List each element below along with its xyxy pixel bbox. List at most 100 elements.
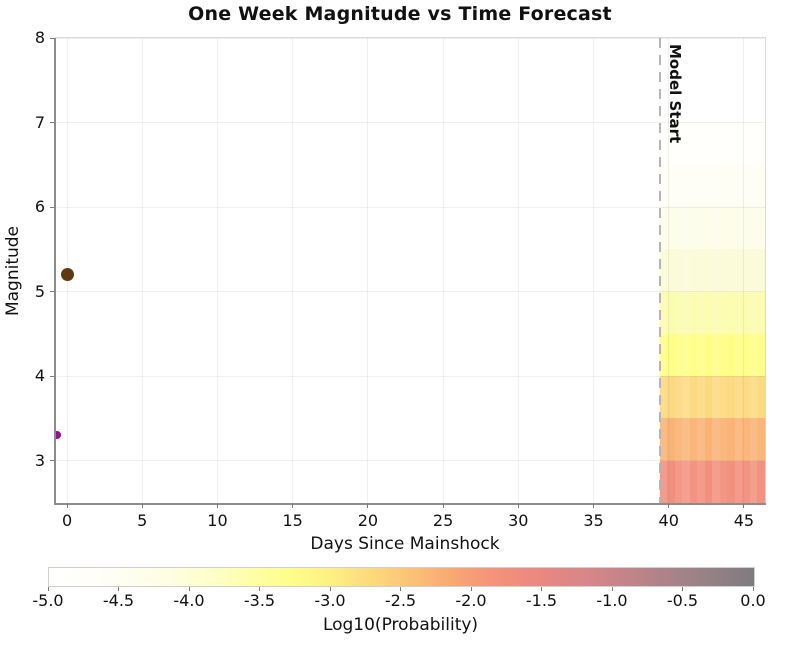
x-tickmark	[517, 504, 519, 508]
x-tickmark	[593, 504, 595, 508]
colorbar	[48, 567, 755, 587]
heatmap-row	[659, 249, 765, 292]
gridline-vertical	[517, 38, 519, 503]
x-tickmark	[743, 504, 745, 508]
x-tickmark	[442, 504, 444, 508]
y-tick-label: 3	[34, 450, 45, 470]
colorbar-tick-label: -0.5	[666, 591, 699, 610]
y-tick-label: 6	[34, 197, 45, 217]
colorbar-tickmark	[611, 587, 613, 591]
colorbar-tick-label: -4.5	[102, 591, 135, 610]
heatmap-column-shade	[749, 38, 758, 503]
heatmap-column-shade	[757, 38, 765, 503]
x-tick-label: 25	[432, 511, 454, 530]
gridline-vertical	[442, 38, 444, 503]
x-tickmark	[367, 504, 369, 508]
heatmap-column-shade	[697, 38, 705, 503]
plot-area	[55, 38, 765, 503]
x-tickmark	[141, 504, 143, 508]
gridline-vertical	[141, 38, 143, 503]
chart-title: One Week Magnitude vs Time Forecast	[188, 3, 612, 25]
colorbar-tick-label: -1.5	[525, 591, 558, 610]
colorbar-tick-label: -1.0	[596, 591, 628, 610]
heatmap-column-shade	[674, 38, 683, 503]
x-tick-label: 30	[508, 511, 529, 530]
heatmap-column-shade	[727, 38, 735, 503]
heatmap-column-shade	[682, 38, 690, 503]
colorbar-tickmark	[752, 587, 754, 591]
y-tickmark	[50, 122, 54, 124]
heatmap-row	[659, 38, 765, 123]
mainshock-dot	[60, 268, 74, 282]
x-tick-label: 40	[658, 511, 679, 530]
y-tick-label: 5	[34, 281, 45, 301]
y-tick-label: 8	[34, 28, 45, 47]
colorbar-tickmark	[470, 587, 472, 591]
heatmap-row	[659, 376, 765, 419]
heatmap-column-shade	[689, 38, 698, 503]
gridline-vertical	[367, 38, 369, 503]
colorbar-tick-label: -5.0	[32, 591, 64, 610]
x-tickmark	[66, 504, 68, 508]
colorbar-tickmark	[118, 587, 119, 591]
colorbar-tick-label: -2.0	[455, 591, 487, 610]
heatmap-column-shade	[712, 38, 720, 503]
x-tickmark	[292, 504, 294, 508]
heatmap-column-shade	[659, 38, 668, 503]
model-start-label: Model Start	[666, 44, 684, 144]
left-spine	[54, 38, 56, 504]
heatmap-column-shade	[734, 38, 743, 503]
x-tickmark	[668, 504, 670, 508]
heatmap-row	[659, 207, 765, 250]
colorbar-tickmark	[259, 587, 260, 591]
heatmap-column-shade	[742, 38, 750, 503]
y-tickmark	[50, 460, 54, 462]
x-tick-label: 10	[207, 511, 228, 530]
colorbar-tick-label: 0.0	[740, 591, 766, 610]
heatmap-row	[659, 164, 765, 208]
gridline-vertical	[292, 38, 294, 503]
heatmap-row	[659, 291, 765, 334]
colorbar-tickmark	[188, 587, 190, 591]
bottom-spine	[54, 503, 766, 505]
forecast-heatmap	[659, 38, 765, 503]
x-tick-label: 0	[61, 511, 73, 530]
y-axis-label: Magnitude	[3, 225, 23, 317]
x-tick-label: 15	[282, 511, 303, 530]
colorbar-tick-label: -4.0	[173, 591, 205, 610]
x-tick-label: 35	[583, 511, 604, 530]
colorbar-tickmark	[541, 587, 542, 591]
y-tickmark	[50, 375, 54, 377]
heatmap-row	[659, 122, 765, 165]
colorbar-tick-label: -3.0	[314, 591, 346, 610]
gridline-vertical	[216, 38, 218, 503]
y-tickmark	[50, 291, 54, 293]
colorbar-tickmark	[329, 587, 331, 591]
model-start-line	[658, 38, 661, 503]
colorbar-tickmark	[682, 587, 683, 591]
x-tickmark	[216, 504, 218, 508]
x-tick-label: 45	[733, 511, 755, 530]
heatmap-column-shade	[719, 38, 728, 503]
right-spine	[765, 38, 766, 503]
colorbar-tickmark	[47, 587, 49, 591]
colorbar-label: Log10(Probability)	[322, 615, 479, 635]
small-event-dot	[55, 431, 61, 440]
heatmap-row	[659, 460, 765, 503]
x-tick-label: 5	[137, 511, 148, 530]
colorbar-tickmark	[400, 587, 401, 591]
heatmap-row	[659, 333, 765, 377]
colorbar-tick-label: -2.5	[384, 591, 417, 610]
top-spine	[55, 37, 766, 38]
heatmap-column-shade	[705, 38, 713, 503]
x-axis-label: Days Since Mainshock	[310, 534, 500, 554]
colorbar-tick-label: -3.5	[243, 591, 276, 610]
y-tickmark	[50, 206, 54, 208]
y-tick-label: 4	[34, 366, 45, 386]
y-tickmark	[50, 37, 54, 39]
y-tick-label: 7	[34, 112, 45, 132]
heatmap-row	[659, 418, 765, 461]
gridline-vertical	[593, 38, 595, 503]
x-tick-label: 20	[357, 511, 379, 530]
